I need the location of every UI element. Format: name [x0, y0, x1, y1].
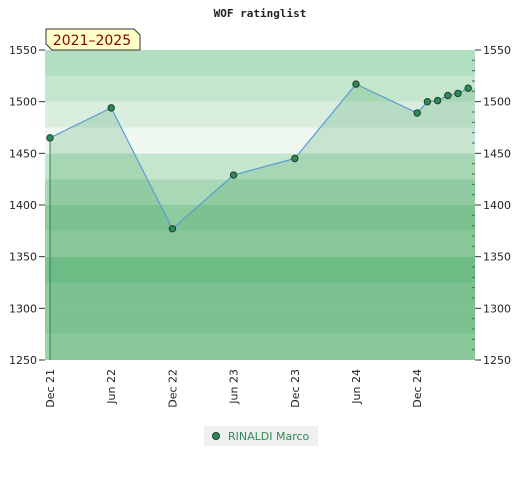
- legend: RINALDI Marco: [204, 426, 318, 446]
- x-tick-label: Dec 24: [411, 369, 424, 408]
- y-tick-label-left: 1550: [9, 44, 37, 57]
- background-band: [45, 230, 475, 257]
- data-point: [464, 84, 472, 92]
- data-point: [454, 89, 462, 98]
- background-band: [45, 179, 475, 205]
- legend-label: RINALDI Marco: [228, 429, 310, 443]
- chart-title: WOF ratinglist: [214, 7, 307, 20]
- data-point: [229, 171, 238, 179]
- data-point: [433, 96, 442, 105]
- background-band: [45, 308, 475, 335]
- background-band: [45, 50, 475, 76]
- y-tick-label-left: 1300: [9, 302, 37, 315]
- background-band: [45, 334, 475, 360]
- data-point: [107, 104, 115, 112]
- series-area: [50, 84, 475, 360]
- y-tick-label-right: 1400: [483, 199, 511, 212]
- background-band: [45, 127, 475, 154]
- y-tick-label-right: 1450: [483, 147, 511, 160]
- y-tick-label-left: 1350: [9, 251, 37, 264]
- y-tick-label-right: 1350: [483, 251, 511, 264]
- x-tick-label: Dec 22: [166, 369, 179, 408]
- y-tick-label-left: 1500: [9, 96, 37, 109]
- y-tick-label-right: 1250: [483, 354, 511, 367]
- annotation-text: 2021–2025: [53, 33, 131, 49]
- data-point: [168, 225, 177, 233]
- data-point: [423, 97, 432, 106]
- x-tick-label: Dec 21: [44, 369, 57, 408]
- x-tick-label: Jun 22: [105, 369, 118, 405]
- background-band: [45, 75, 475, 102]
- y-tick-label-right: 1300: [483, 302, 511, 315]
- background-band: [45, 282, 475, 309]
- annotation-box: [45, 28, 141, 51]
- x-tick-label: Jun 24: [350, 369, 363, 405]
- background-band: [45, 153, 475, 180]
- data-point: [352, 80, 360, 88]
- x-tick-label: Dec 23: [289, 369, 302, 408]
- data-point: [291, 154, 299, 163]
- y-tick-label-left: 1450: [9, 147, 37, 160]
- legend-marker: [212, 432, 220, 440]
- y-tick-label-right: 1500: [483, 96, 511, 109]
- data-point: [444, 91, 452, 100]
- y-tick-label-left: 1250: [9, 354, 37, 367]
- x-tick-label: Jun 23: [228, 369, 241, 405]
- y-tick-label-left: 1400: [9, 199, 37, 212]
- data-point: [413, 109, 421, 117]
- background-band: [45, 256, 475, 283]
- y-tick-label-right: 1550: [483, 44, 511, 57]
- background-band: [45, 205, 475, 231]
- data-point: [46, 134, 54, 142]
